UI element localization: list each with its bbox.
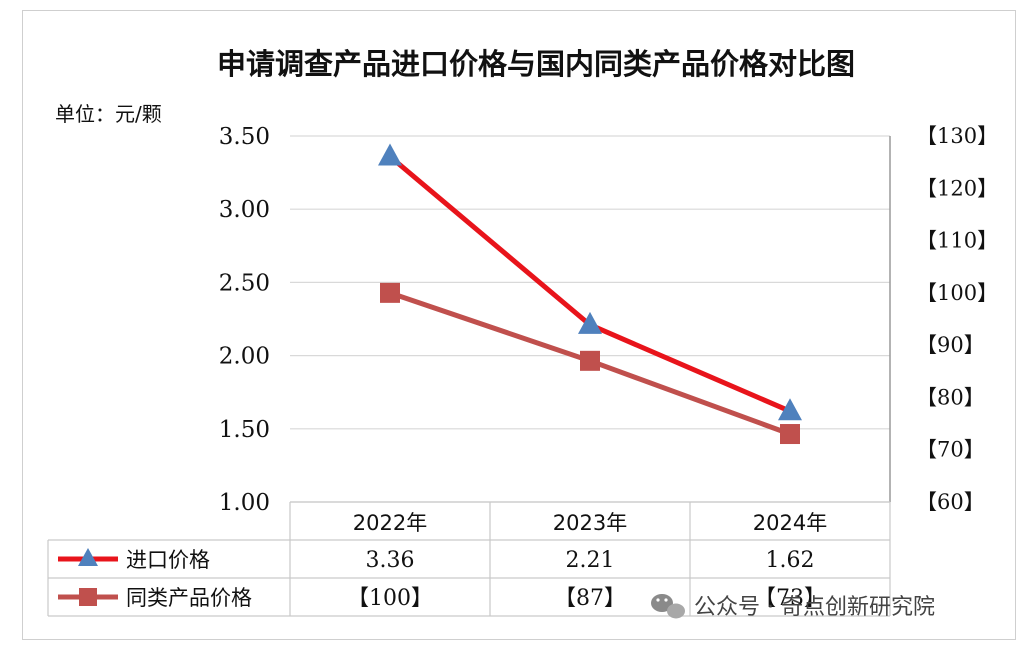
right-tick-label: 【90】 bbox=[916, 333, 985, 357]
unit-label: 单位：元/颗 bbox=[55, 102, 162, 126]
chart-frame bbox=[22, 10, 1016, 640]
left-tick-label: 3.50 bbox=[219, 124, 270, 150]
right-tick-label: 【110】 bbox=[916, 229, 998, 253]
series-1 bbox=[378, 143, 802, 421]
watermark-text: 公众号 · 奇点创新研究院 bbox=[694, 595, 935, 620]
legend-key bbox=[58, 588, 118, 606]
data-point bbox=[578, 311, 602, 334]
left-axis-ticks: 3.50 3.00 2.50 2.00 1.50 1.00 bbox=[219, 124, 270, 516]
legend-marker bbox=[79, 588, 97, 606]
left-tick-label: 1.00 bbox=[219, 490, 270, 516]
data-label: 【100】 bbox=[347, 586, 433, 611]
data-label: 2.21 bbox=[566, 548, 615, 573]
right-tick-label: 【60】 bbox=[916, 490, 985, 514]
right-tick-label: 【80】 bbox=[916, 385, 985, 409]
right-tick-label: 【100】 bbox=[916, 281, 998, 305]
x-tick-label: 2022年 bbox=[353, 511, 427, 535]
right-axis-ticks: 【130】【120】【110】【100】【90】【80】【70】【60】 bbox=[916, 124, 998, 514]
data-point bbox=[580, 350, 600, 371]
left-tick-label: 2.00 bbox=[219, 344, 270, 370]
left-tick-label: 2.50 bbox=[219, 270, 270, 296]
data-point bbox=[780, 424, 800, 445]
legend-key bbox=[58, 548, 118, 566]
right-tick-label: 【130】 bbox=[916, 124, 998, 148]
series-name: 进口价格 bbox=[126, 548, 210, 572]
series-name: 同类产品价格 bbox=[126, 586, 252, 610]
x-tick-label: 2023年 bbox=[553, 511, 627, 535]
right-tick-label: 【120】 bbox=[916, 176, 998, 200]
left-tick-label: 3.00 bbox=[219, 197, 270, 223]
data-label: 【73】 bbox=[754, 586, 826, 611]
watermark: 公众号 · 奇点创新研究院 bbox=[651, 594, 935, 620]
data-point bbox=[378, 143, 402, 166]
legend-marker bbox=[78, 548, 98, 566]
data-point bbox=[778, 398, 802, 421]
chart-title: 申请调查产品进口价格与国内同类产品价格对比图 bbox=[217, 47, 855, 81]
data-label: 【87】 bbox=[554, 586, 626, 611]
series-line bbox=[388, 154, 791, 414]
x-tick-label: 2024年 bbox=[753, 511, 827, 535]
data-label: 3.36 bbox=[366, 548, 415, 573]
data-label: 1.62 bbox=[766, 548, 815, 573]
series-layer bbox=[378, 143, 802, 445]
wechat-icon bbox=[651, 594, 685, 619]
right-tick-label: 【70】 bbox=[916, 438, 985, 462]
data-point bbox=[380, 282, 400, 303]
series-2 bbox=[380, 282, 800, 445]
left-tick-label: 1.50 bbox=[219, 417, 270, 443]
